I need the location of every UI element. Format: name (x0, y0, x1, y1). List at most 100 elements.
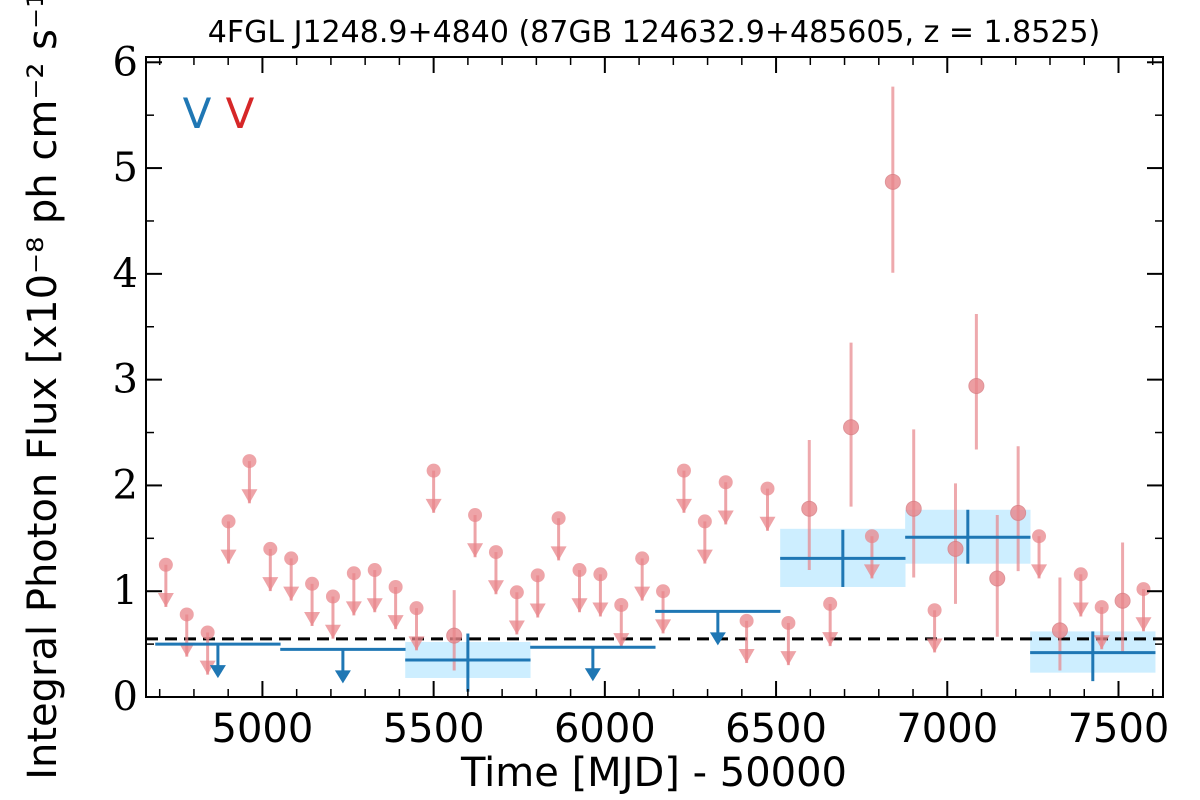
short-bin-upper-limit-arrow (529, 603, 546, 618)
short-bin-upper-limit-point (426, 463, 441, 478)
short-bin-point (947, 540, 964, 557)
short-bin-point (1010, 504, 1027, 521)
short-bin-upper-limit-point (697, 514, 712, 529)
short-bin-upper-limit-arrow (717, 510, 734, 525)
y-tick-label: 0 (113, 674, 138, 720)
short-bin-point (801, 500, 818, 517)
long-bin-upper-limit-arrow (209, 665, 226, 679)
x-tick-label: 7000 (896, 706, 998, 752)
short-bin-upper-limit-arrow (157, 592, 174, 607)
legend-marker-long-bins: V (183, 89, 212, 138)
plot-content (146, 86, 1163, 692)
x-tick-label: 5000 (212, 706, 314, 752)
y-tick-label: 3 (113, 357, 138, 403)
long-bin-upper-limit-arrow (334, 670, 351, 684)
short-bin-upper-limit-point (1094, 600, 1109, 615)
short-bin-upper-limit-arrow (759, 516, 776, 531)
chart-title: 4FGL J1248.9+4840 (87GB 124632.9+485605,… (208, 15, 1100, 50)
short-bin-upper-limit-arrow (655, 619, 672, 634)
short-bin-upper-limit-arrow (220, 549, 237, 564)
short-bin-point (905, 500, 922, 517)
short-bin-point (843, 419, 860, 436)
plot-area: 0 1 2 3 4 5 6 5000 5500 6000 6500 7000 7500 V V (113, 39, 1170, 752)
short-bin-point (884, 173, 901, 190)
short-bin-upper-limit-point (488, 545, 503, 560)
short-bin-upper-limit-arrow (675, 498, 692, 513)
short-bin-upper-limit-arrow (1135, 617, 1152, 632)
short-bin-upper-limit-point (823, 596, 838, 611)
short-bin-upper-limit-point (927, 603, 942, 618)
short-bin-upper-limit-point (346, 566, 361, 581)
short-bin-upper-limit-arrow (387, 615, 404, 630)
x-tick-label: 6000 (554, 706, 656, 752)
short-bin-upper-limit-arrow (178, 642, 195, 657)
short-bin-upper-limit-arrow (304, 612, 321, 627)
short-bin-point (1051, 622, 1068, 639)
short-bin-upper-limit-point (509, 585, 524, 600)
short-bin-upper-limit-arrow (696, 549, 713, 564)
short-bin-upper-limit-arrow (780, 651, 797, 666)
plot-frame (145, 56, 1164, 698)
short-bin-upper-limit-point (367, 563, 382, 578)
short-bin-upper-limit-arrow (613, 633, 630, 648)
short-bin-upper-limit-point (284, 551, 299, 566)
short-bin-upper-limit-arrow (550, 546, 567, 561)
long-bin-upper-limit-arrow (584, 668, 601, 682)
short-bin-upper-limit-arrow (199, 660, 216, 675)
short-bin-upper-limit-arrow (571, 598, 588, 613)
y-tick-label: 5 (113, 145, 138, 191)
short-bin-upper-limit-arrow (241, 489, 258, 504)
short-bin-upper-limit-arrow (324, 624, 341, 639)
x-tick-label: 5500 (383, 706, 485, 752)
short-bin-upper-limit-point (221, 514, 236, 529)
short-bin-upper-limit-arrow (1093, 635, 1110, 650)
short-bin-upper-limit-point (676, 463, 691, 478)
short-bin-upper-limit-point (593, 567, 608, 582)
short-bin-upper-limit-arrow (926, 638, 943, 653)
short-bin-upper-limit-point (468, 508, 483, 523)
short-bin-upper-limit-arrow (425, 498, 442, 513)
short-bin-upper-limit-arrow (634, 586, 651, 601)
short-bin-upper-limit-arrow (592, 602, 609, 617)
short-bin-point (1114, 592, 1131, 609)
short-bin-upper-limit-point (781, 615, 796, 630)
short-bin-upper-limit-arrow (467, 543, 484, 558)
short-bin-upper-limit-arrow (487, 580, 504, 595)
short-bin-upper-limit-point (572, 563, 587, 578)
y-tick-label: 1 (113, 568, 138, 614)
short-bin-upper-limit-arrow (1031, 564, 1048, 579)
short-bin-upper-limit-arrow (738, 649, 755, 664)
short-bin-upper-limit-arrow (262, 577, 279, 592)
short-bin-upper-limit-point (760, 481, 775, 496)
short-bin-upper-limit-arrow (408, 636, 425, 651)
short-bin-upper-limit-point (530, 568, 545, 583)
short-bin-upper-limit-point (158, 557, 173, 572)
short-bin-upper-limit-point (1073, 567, 1088, 582)
x-tick-label: 6500 (725, 706, 827, 752)
short-bin-upper-limit-point (388, 579, 403, 594)
short-bin-upper-limit-arrow (1072, 602, 1089, 617)
short-bin-upper-limit-point (739, 613, 754, 628)
short-bin-upper-limit-arrow (508, 620, 525, 635)
short-bin-upper-limit-point (305, 576, 320, 591)
legend-marker-short-bins: V (226, 89, 255, 138)
short-bin-upper-limit-point (409, 601, 424, 616)
short-bin-upper-limit-arrow (345, 601, 362, 616)
x-tick-label: 7500 (1068, 706, 1170, 752)
short-bin-upper-limit-point (1032, 529, 1047, 544)
short-bin-point (968, 377, 985, 394)
y-tick-label: 4 (113, 251, 138, 297)
short-bin-upper-limit-point (718, 475, 733, 490)
short-bin-upper-limit-point (263, 541, 278, 556)
short-bin-upper-limit-point (200, 625, 215, 640)
short-bin-upper-limit-arrow (822, 632, 839, 647)
short-bin-point (989, 570, 1006, 587)
long-bin-upper-limit-arrow (709, 632, 726, 646)
short-bin-upper-limit-point (551, 511, 566, 526)
short-bin-upper-limit-arrow (863, 564, 880, 579)
short-bin-upper-limit-point (635, 551, 650, 566)
short-bin-upper-limit-arrow (366, 598, 383, 613)
short-bin-upper-limit-point (864, 529, 879, 544)
short-bin-upper-limit-point (656, 584, 671, 599)
